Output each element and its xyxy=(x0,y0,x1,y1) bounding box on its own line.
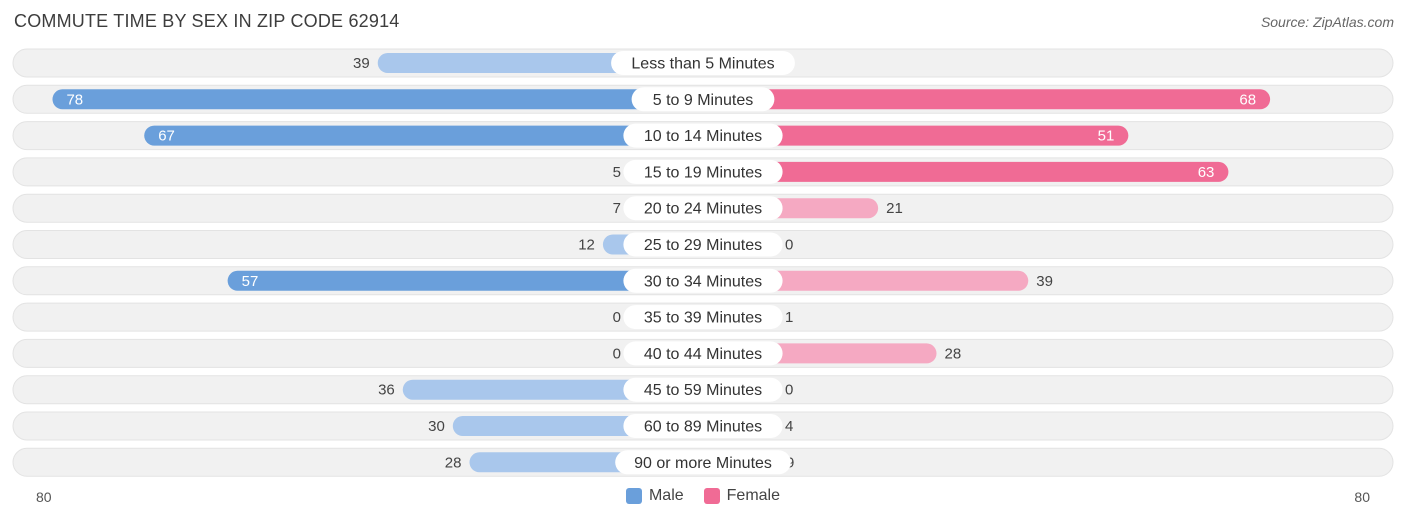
category-label-pill xyxy=(615,450,791,475)
category-label-pill xyxy=(623,377,783,402)
category-label: 90 or more Minutes xyxy=(634,455,772,472)
male-value-label: 78 xyxy=(66,91,83,108)
male-value-label: 0 xyxy=(613,345,621,362)
male-value-label: 36 xyxy=(378,382,395,399)
female-bar xyxy=(703,161,1229,182)
female-value-label: 4 xyxy=(785,418,793,435)
source-note: Source: ZipAtlas.com xyxy=(1260,14,1394,30)
female-value-label: 51 xyxy=(1098,128,1115,145)
category-label-pill xyxy=(623,232,783,257)
category-label-pill xyxy=(623,268,783,293)
male-bar xyxy=(52,89,704,110)
legend-item-male: Male xyxy=(625,487,684,505)
chart-title: COMMUTE TIME BY SEX IN ZIP CODE 62914 xyxy=(14,11,400,31)
category-label-pill xyxy=(623,123,783,148)
category-label: 10 to 14 Minutes xyxy=(644,128,762,145)
category-label-pill xyxy=(611,51,795,75)
female-value-label: 63 xyxy=(1198,164,1215,181)
category-label-pill xyxy=(623,414,783,438)
legend-label-male: Male xyxy=(648,487,684,504)
male-value-label: 28 xyxy=(445,454,462,471)
legend-swatch-male xyxy=(625,488,642,504)
category-label-pill xyxy=(623,196,783,221)
category-label-pill xyxy=(623,305,783,330)
female-bar xyxy=(703,270,1029,291)
legend: Male Female xyxy=(0,487,1406,505)
category-label: 30 to 34 Minutes xyxy=(644,273,762,290)
male-value-label: 30 xyxy=(428,418,445,435)
category-label: 35 to 39 Minutes xyxy=(644,310,762,327)
female-value-label: 68 xyxy=(1239,91,1256,108)
male-value-label: 12 xyxy=(578,237,595,254)
category-label: 40 to 44 Minutes xyxy=(644,346,762,363)
category-label: 60 to 89 Minutes xyxy=(644,419,762,436)
female-value-label: 28 xyxy=(945,345,962,362)
category-label: 15 to 19 Minutes xyxy=(644,164,762,181)
male-value-label: 7 xyxy=(613,200,621,217)
category-label-pill xyxy=(623,159,783,184)
male-value-label: 67 xyxy=(158,128,175,145)
legend-item-female: Female xyxy=(703,487,781,505)
category-label: Less than 5 Minutes xyxy=(631,56,774,73)
male-bar xyxy=(144,125,704,146)
female-value-label: 1 xyxy=(785,309,793,326)
female-value-label: 0 xyxy=(785,382,793,399)
legend-label-female: Female xyxy=(726,487,781,504)
female-value-label: 0 xyxy=(785,237,793,254)
category-label-pill xyxy=(623,341,783,366)
category-label: 25 to 29 Minutes xyxy=(644,237,762,254)
male-value-label: 57 xyxy=(242,273,259,290)
female-value-label: 21 xyxy=(886,200,903,217)
category-label-pill xyxy=(631,87,775,112)
category-label: 5 to 9 Minutes xyxy=(653,92,754,109)
axis-left-label: 80 xyxy=(36,489,52,505)
female-value-label: 39 xyxy=(1036,273,1053,290)
female-bar xyxy=(703,125,1129,146)
male-value-label: 39 xyxy=(353,55,370,72)
female-bar xyxy=(703,89,1271,110)
male-value-label: 0 xyxy=(613,309,621,326)
legend-swatch-female xyxy=(703,488,720,504)
axis-right-label: 80 xyxy=(1354,489,1370,505)
male-bar xyxy=(227,270,703,291)
category-label: 20 to 24 Minutes xyxy=(644,201,762,218)
male-value-label: 5 xyxy=(613,164,621,181)
category-label: 45 to 59 Minutes xyxy=(644,382,762,399)
